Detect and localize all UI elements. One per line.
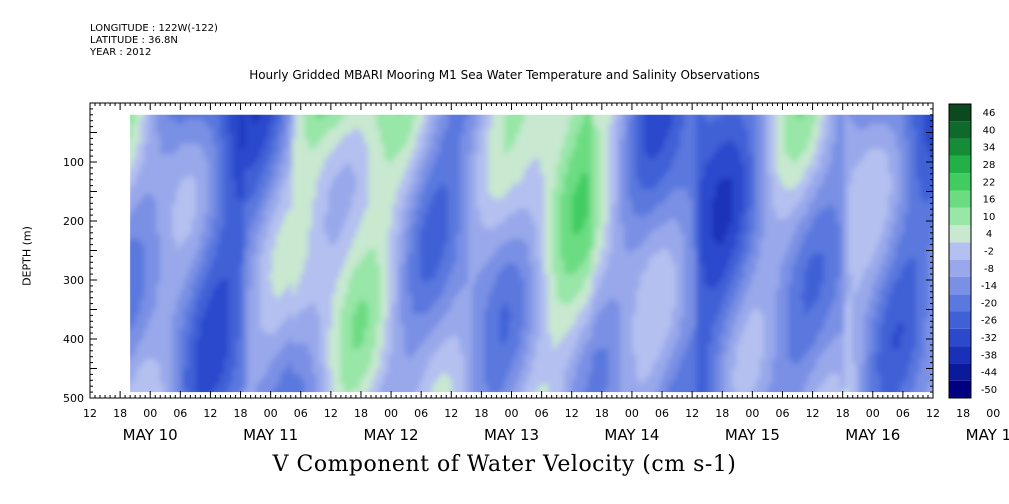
- x-day-label: MAY 15: [725, 426, 780, 444]
- colorbar-swatch: [949, 311, 971, 329]
- y-tick-label: 200: [63, 215, 84, 228]
- x-day-label: MAY 10: [123, 426, 178, 444]
- x-tick-label: 00: [625, 407, 639, 420]
- y-tick-label: 300: [63, 274, 84, 287]
- colorbar-border: [948, 103, 972, 399]
- latitude-label: LATITUDE : 36.8N: [90, 35, 178, 46]
- colorbar-swatch: [949, 294, 971, 312]
- colorbar-label: 34: [983, 143, 996, 154]
- colorbar-label: 4: [986, 229, 992, 240]
- x-tick-label: 00: [986, 407, 1000, 420]
- x-tick-label: 06: [173, 407, 187, 420]
- colorbar-label: 22: [983, 177, 996, 188]
- colorbar-label: -20: [981, 298, 997, 309]
- x-tick-label: 18: [354, 407, 368, 420]
- x-tick-label: 12: [926, 407, 940, 420]
- colorbar-swatch: [949, 363, 971, 381]
- x-day-label: MAY 17: [966, 426, 1009, 444]
- x-tick-label: 06: [535, 407, 549, 420]
- colorbar-swatch: [949, 138, 971, 156]
- x-tick-label: 18: [956, 407, 970, 420]
- colorbar-label: -2: [984, 247, 994, 258]
- y-axis: 100 200 300 400 500: [63, 102, 933, 405]
- x-tick-label: 06: [896, 407, 910, 420]
- y-tick-label: 400: [63, 333, 84, 346]
- x-tick-label: 12: [324, 407, 338, 420]
- x-tick-label: 12: [203, 407, 217, 420]
- x-tick-label: 06: [414, 407, 428, 420]
- colorbar: 46 40 34 28 22 16 10 4 -2 -8 -14 -20 -26 -32 -38 -44 -50: [948, 103, 997, 399]
- colorbar-swatch: [949, 104, 971, 122]
- x-day-label: MAY 13: [484, 426, 539, 444]
- colorbar-swatch: [949, 276, 971, 295]
- colorbar-swatch: [949, 207, 971, 226]
- x-tick-label: 00: [264, 407, 278, 420]
- x-tick-label: 12: [444, 407, 458, 420]
- x-day-label: MAY 12: [364, 426, 419, 444]
- y-tick-label: 100: [63, 156, 84, 169]
- chart-subtitle: V Component of Water Velocity (cm s-1): [272, 452, 737, 477]
- x-tick-label: 00: [505, 407, 519, 420]
- x-tick-label: 06: [294, 407, 308, 420]
- colorbar-swatch: [949, 121, 971, 139]
- colorbar-swatch: [949, 346, 971, 364]
- heatmap-cells: [130, 114, 933, 393]
- x-tick-label: 00: [384, 407, 398, 420]
- x-tick-label: 06: [655, 407, 669, 420]
- x-tick-label: 06: [775, 407, 789, 420]
- x-tick-label: 12: [685, 407, 699, 420]
- colorbar-swatch: [949, 155, 971, 174]
- colorbar-swatch: [949, 173, 971, 191]
- x-day-label: MAY 14: [604, 426, 659, 444]
- x-tick-label: 00: [866, 407, 880, 420]
- x-tick-label: 18: [474, 407, 488, 420]
- colorbar-swatch: [949, 328, 971, 347]
- x-tick-label: 18: [836, 407, 850, 420]
- x-day-label: MAY 16: [845, 426, 900, 444]
- colorbar-label: -8: [984, 264, 994, 275]
- colorbar-label: 10: [983, 212, 996, 223]
- x-tick-label: 00: [143, 407, 157, 420]
- colorbar-label: -26: [981, 316, 997, 327]
- colorbar-label: 46: [983, 108, 996, 119]
- x-tick-label: 12: [565, 407, 579, 420]
- x-tick-label: 18: [715, 407, 729, 420]
- colorbar-label: -50: [981, 385, 997, 396]
- x-tick-label: 18: [234, 407, 248, 420]
- x-axis: 12 18 00 06 12 18 00 06 12 18 00 06 12 18 00 06 12 18 00 06…: [83, 103, 1009, 444]
- y-tick-label: 500: [63, 392, 84, 405]
- x-tick-label: 18: [113, 407, 127, 420]
- colorbar-label: 16: [983, 195, 996, 206]
- x-tick-label: 18: [595, 407, 609, 420]
- x-day-label: MAY 11: [243, 426, 298, 444]
- chart-title: Hourly Gridded MBARI Mooring M1 Sea Wate…: [249, 68, 760, 82]
- colorbar-label: 28: [983, 160, 996, 171]
- colorbar-label: -44: [981, 368, 997, 379]
- colorbar-label: -14: [981, 281, 997, 292]
- colorbar-swatch: [949, 190, 971, 208]
- colorbar-label: -32: [981, 333, 997, 344]
- colorbar-swatch: [949, 242, 971, 260]
- heatmap-field: [130, 114, 933, 393]
- colorbar-swatch: [949, 380, 971, 398]
- x-tick-label: 12: [806, 407, 820, 420]
- colorbar-label: 40: [983, 125, 996, 136]
- colorbar-swatch: [949, 259, 971, 277]
- longitude-label: LONGITUDE : 122W(-122): [90, 23, 218, 34]
- colorbar-swatch: [949, 225, 971, 243]
- colorbar-label: -38: [981, 350, 997, 361]
- x-tick-label: 00: [745, 407, 759, 420]
- x-tick-label: 12: [83, 407, 97, 420]
- year-label: YEAR : 2012: [90, 47, 152, 58]
